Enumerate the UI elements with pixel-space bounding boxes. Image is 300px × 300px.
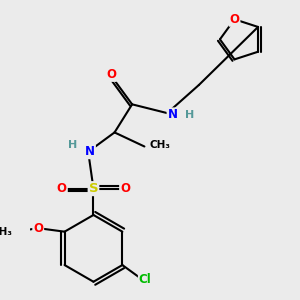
Text: Cl: Cl	[139, 273, 152, 286]
Text: H: H	[185, 110, 195, 120]
Text: H: H	[68, 140, 77, 150]
Text: S: S	[89, 182, 98, 195]
Text: CH₃: CH₃	[150, 140, 171, 150]
Text: O: O	[106, 68, 116, 81]
Text: O: O	[120, 182, 130, 195]
Text: O: O	[230, 13, 239, 26]
Text: CH₃: CH₃	[0, 227, 13, 237]
Text: O: O	[57, 182, 67, 195]
Text: N: N	[167, 108, 178, 122]
Text: N: N	[85, 145, 95, 158]
Text: O: O	[33, 222, 43, 235]
